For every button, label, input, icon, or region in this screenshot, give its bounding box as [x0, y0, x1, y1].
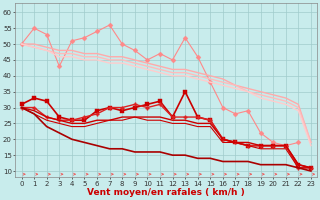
X-axis label: Vent moyen/en rafales ( km/h ): Vent moyen/en rafales ( km/h ): [87, 188, 245, 197]
